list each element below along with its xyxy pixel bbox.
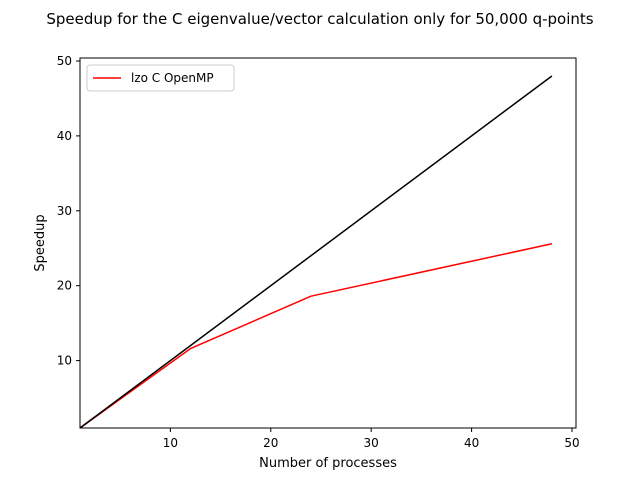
legend-box [86, 64, 235, 92]
series-line-reference [79, 75, 553, 429]
x-tick-label: 10 [163, 436, 178, 450]
x-tick-label: 20 [263, 436, 278, 450]
y-tick-label: 30 [57, 204, 72, 218]
x-tick-label: 50 [564, 436, 579, 450]
legend-entry-label: lzo C OpenMP [131, 71, 214, 85]
x-tick-label: 40 [464, 436, 479, 450]
y-tick-label: 50 [57, 54, 72, 68]
y-tick-label: 40 [57, 129, 72, 143]
plot-area [79, 75, 553, 429]
x-axis-label: Number of processes [259, 456, 397, 471]
series-line-openmp [79, 243, 553, 429]
y-tick-label: 20 [57, 279, 72, 293]
y-axis-ticks: 10 20 30 40 50 [57, 54, 80, 368]
axes-frame [79, 57, 577, 429]
y-axis-label: Speedup [33, 214, 48, 271]
x-tick-label: 30 [364, 436, 379, 450]
legend: lzo C OpenMP [86, 64, 235, 92]
y-tick-label: 10 [57, 354, 72, 368]
x-axis-ticks: 10 20 30 40 50 [163, 428, 580, 450]
chart-title: Speedup for the C eigenvalue/vector calc… [46, 10, 593, 28]
